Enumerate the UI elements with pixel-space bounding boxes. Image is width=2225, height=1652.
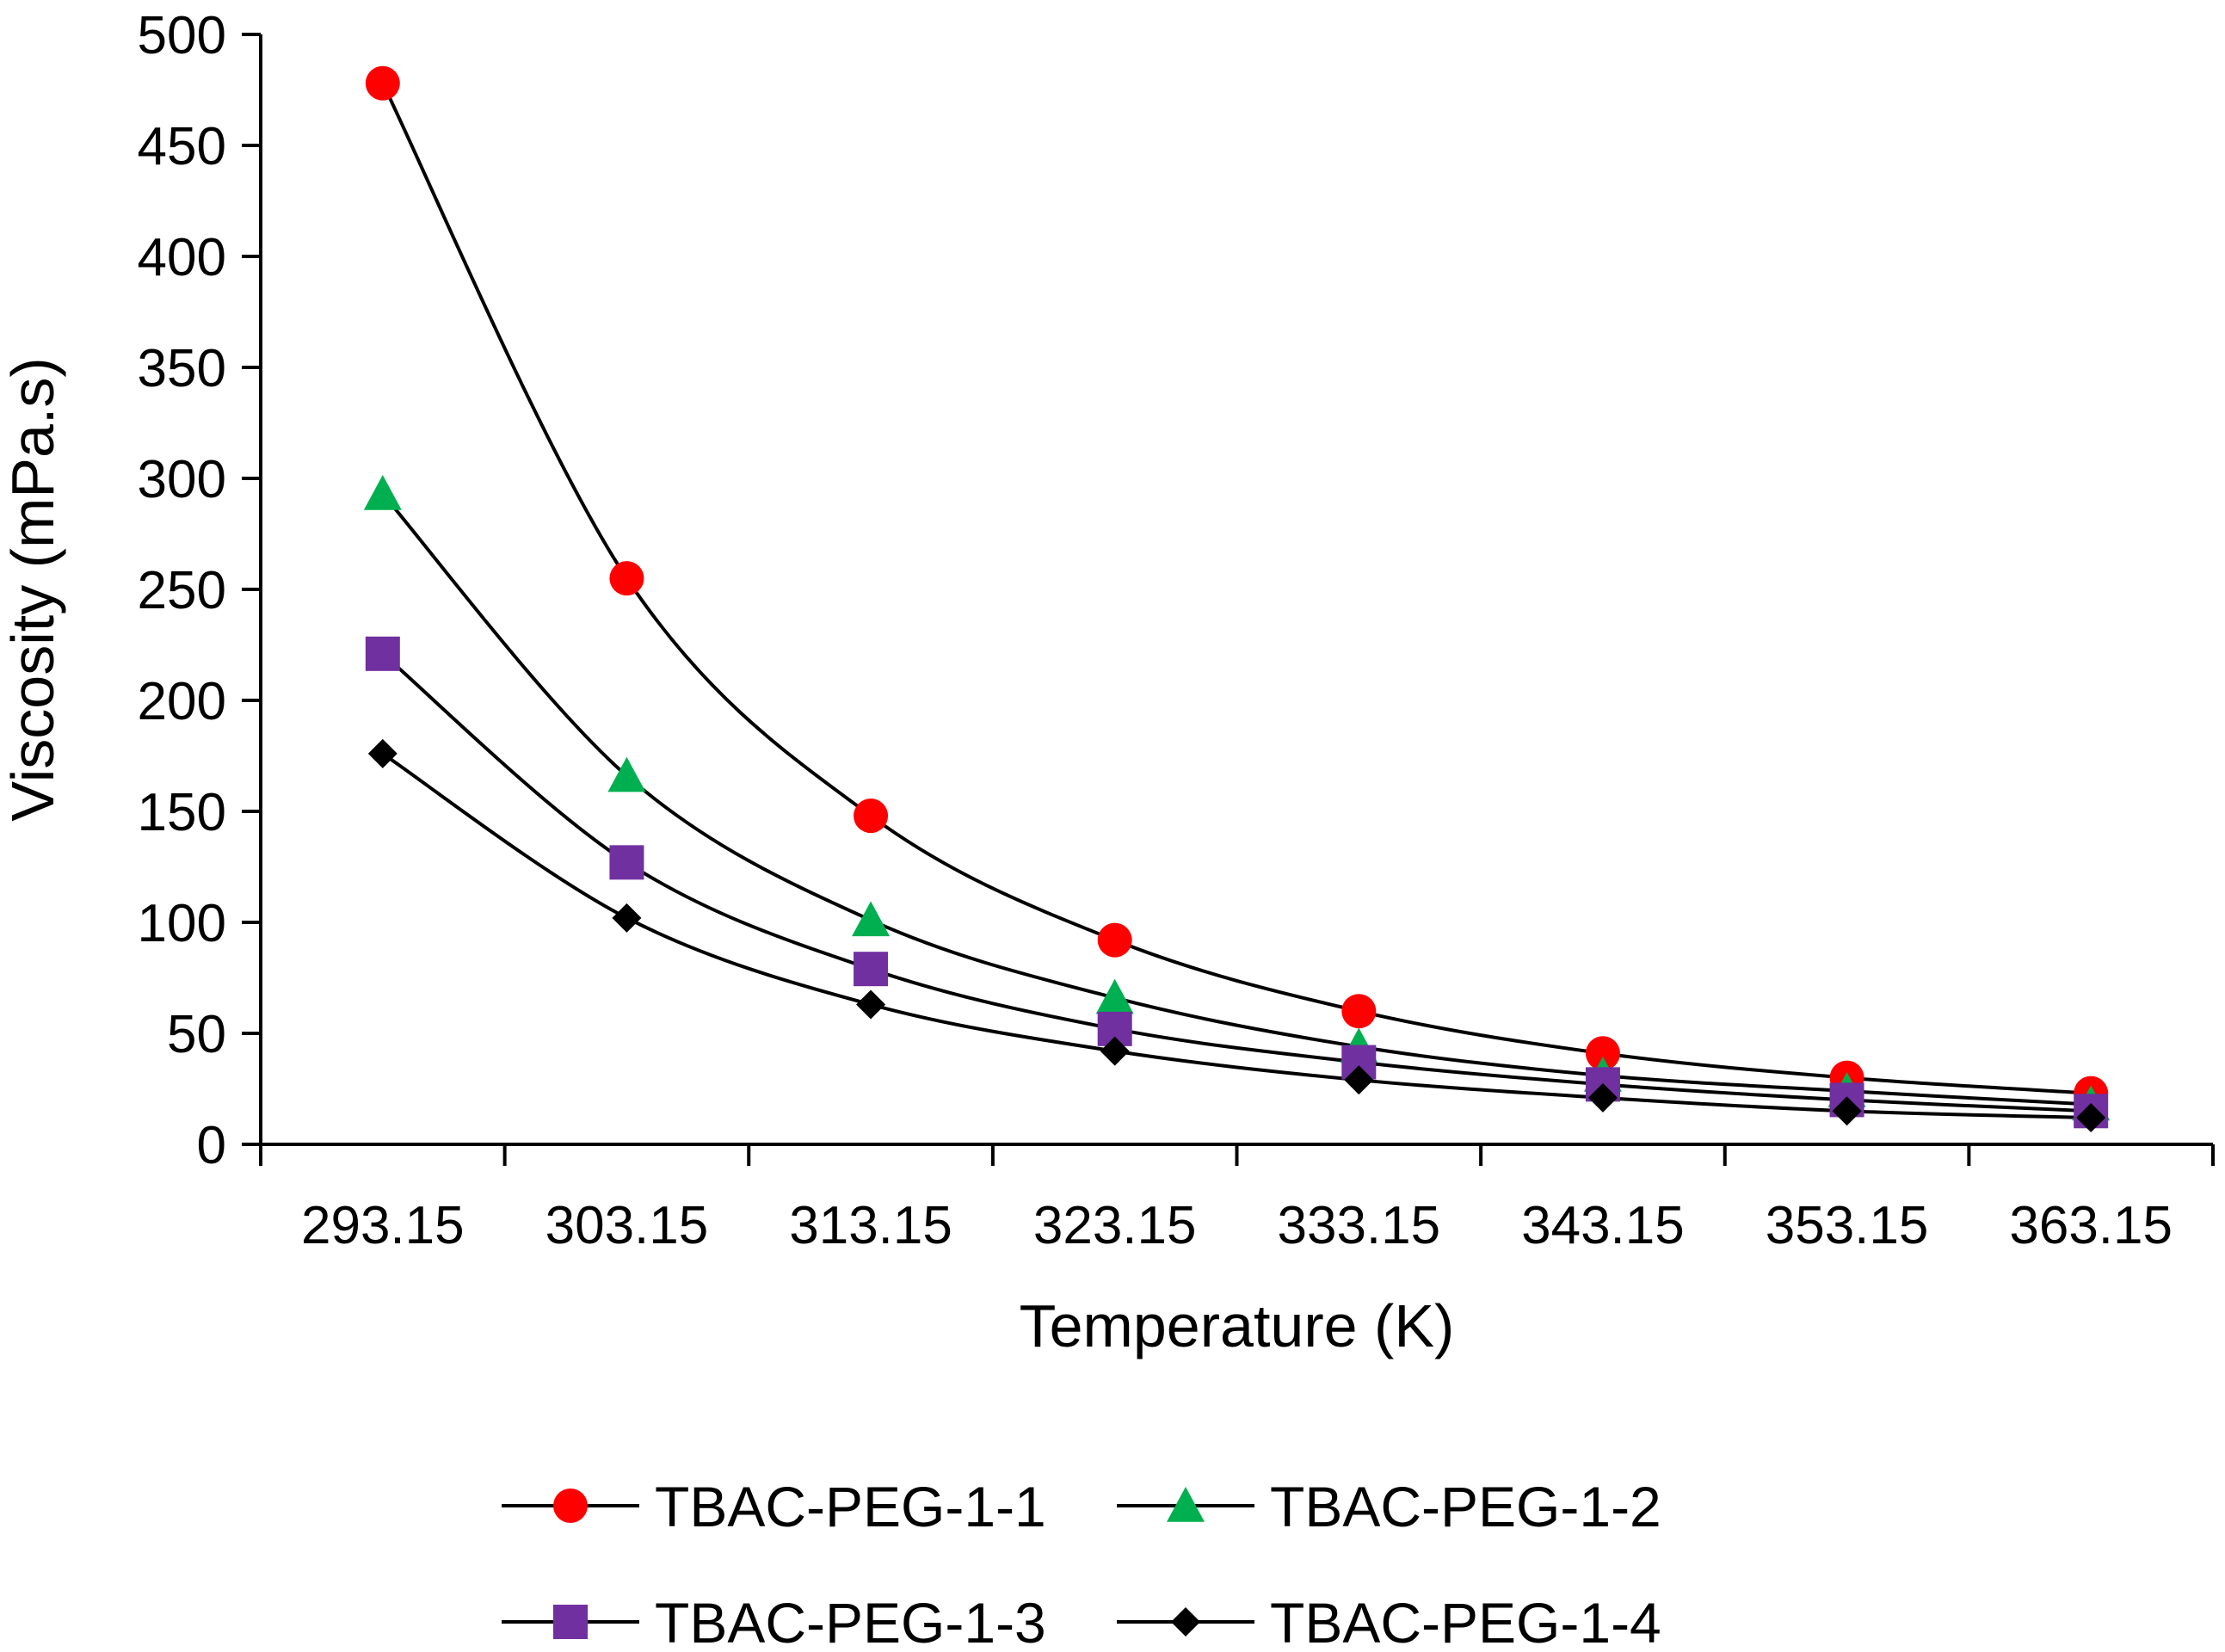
legend-item: TBAC-PEG-1-4: [1117, 1591, 1661, 1652]
x-tick-label: 313.15: [789, 1196, 952, 1255]
x-tick-label: 293.15: [301, 1196, 465, 1255]
x-tick-label: 353.15: [1766, 1196, 1929, 1255]
legend-item: TBAC-PEG-1-3: [502, 1591, 1046, 1652]
legend-marker: [1171, 1607, 1200, 1637]
x-tick-label: 363.15: [2009, 1196, 2173, 1255]
x-tick-label: 343.15: [1521, 1196, 1685, 1255]
series-3-point: [365, 636, 400, 671]
series-1-point: [854, 798, 889, 834]
legend-label: TBAC-PEG-1-1: [655, 1475, 1046, 1538]
legend-marker: [1167, 1487, 1205, 1522]
y-tick-label: 350: [138, 339, 226, 398]
y-tick-label: 200: [138, 672, 226, 731]
legend-label: TBAC-PEG-1-2: [1270, 1475, 1661, 1538]
series-2-point: [363, 475, 402, 510]
series-1-point: [609, 561, 644, 596]
series-4-point: [856, 989, 886, 1020]
series-line-3: [381, 652, 2092, 1113]
legend-label: TBAC-PEG-1-3: [655, 1591, 1046, 1652]
series-2-point: [852, 901, 891, 937]
series-2-point: [1095, 978, 1134, 1014]
series-2-point: [607, 756, 646, 792]
x-tick-label: 333.15: [1277, 1196, 1440, 1255]
series-4-point: [1832, 1096, 1862, 1126]
y-tick-label: 450: [138, 117, 226, 176]
y-tick-label: 300: [138, 450, 226, 509]
series-4-point: [2076, 1103, 2106, 1133]
legend: TBAC-PEG-1-1 TBAC-PEG-1-2 TBAC-PEG-1-3 TBAC…: [502, 1475, 1661, 1652]
series-lines: [381, 82, 2092, 1120]
series-1-point: [365, 65, 400, 101]
series-4-point: [367, 738, 398, 768]
series-4-point: [1344, 1065, 1374, 1095]
legend-item: TBAC-PEG-1-1: [502, 1475, 1046, 1538]
legend-marker: [553, 1489, 588, 1523]
series-4-point: [1587, 1082, 1618, 1113]
legend-label: TBAC-PEG-1-4: [1270, 1591, 1661, 1652]
y-tick-label: 100: [138, 894, 226, 953]
y-tick-label: 50: [167, 1005, 226, 1064]
series-4-point: [612, 903, 642, 933]
y-tick-label: 150: [138, 783, 226, 842]
series-line-4: [381, 752, 2092, 1120]
series-1-point: [1341, 994, 1377, 1029]
y-tick-label: 0: [197, 1116, 226, 1175]
legend-item: TBAC-PEG-1-2: [1117, 1475, 1661, 1538]
y-tick-label: 250: [138, 561, 226, 620]
legend-marker: [553, 1605, 588, 1639]
x-axis-title: Temperature (K): [1020, 1292, 1455, 1359]
y-tick-label: 500: [138, 6, 226, 65]
series-3-point: [854, 952, 889, 987]
series-1-point: [1097, 922, 1132, 958]
series-line-1: [381, 82, 2092, 1095]
x-tick-label: 303.15: [545, 1196, 709, 1255]
series-1-point: [1585, 1036, 1620, 1071]
series-markers: [363, 65, 2111, 1133]
y-axis-title: Viscosity (mPa.s): [0, 357, 66, 821]
axis-ticks: 0 50 100 150 200 250 300 350 400 450 500 293.15 303.…: [138, 6, 2215, 1255]
y-tick-label: 400: [138, 228, 226, 287]
series-3-point: [609, 845, 644, 880]
series-4-point: [1100, 1036, 1130, 1066]
x-tick-label: 323.15: [1033, 1196, 1197, 1255]
axes: [259, 34, 2213, 1146]
